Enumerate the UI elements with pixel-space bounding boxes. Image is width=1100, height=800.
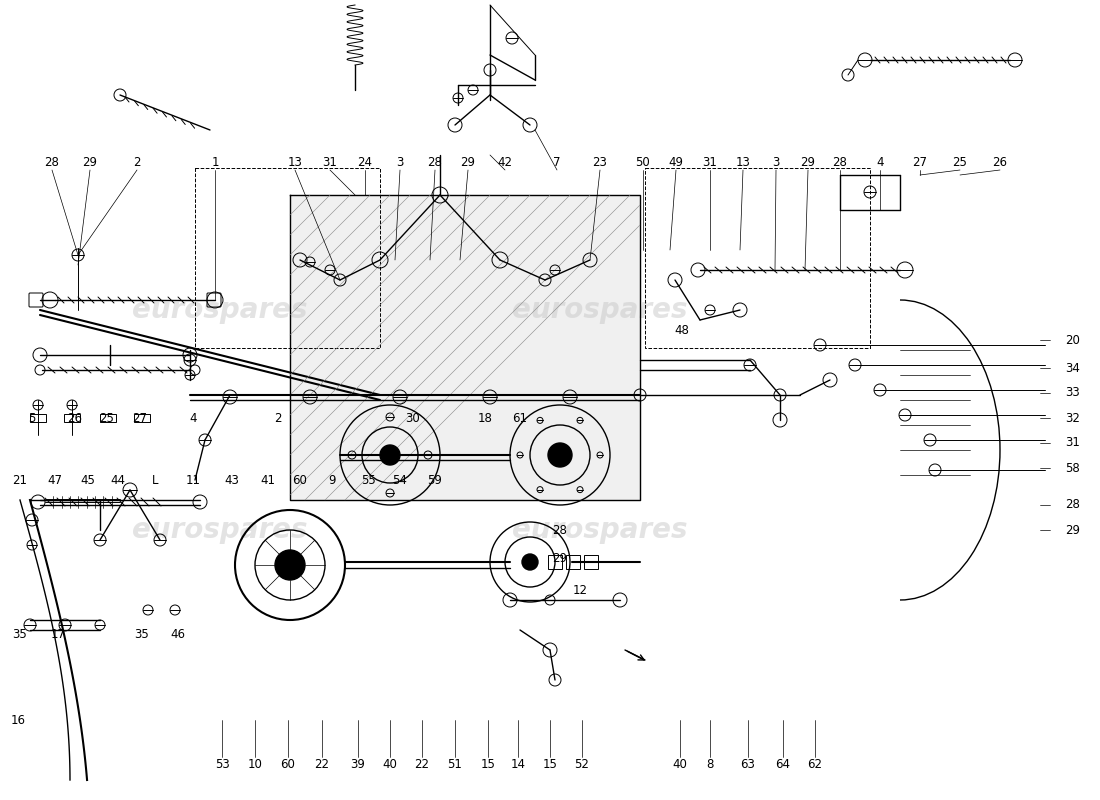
Text: 28: 28 — [428, 155, 442, 169]
Text: 4: 4 — [189, 411, 197, 425]
Text: 2: 2 — [133, 155, 141, 169]
Text: 12: 12 — [572, 583, 587, 597]
Text: 15: 15 — [481, 758, 495, 771]
Text: 41: 41 — [261, 474, 275, 486]
Text: 9: 9 — [328, 474, 336, 486]
Text: 25: 25 — [100, 411, 114, 425]
Text: 10: 10 — [248, 758, 263, 771]
Bar — [134, 414, 150, 422]
Text: 24: 24 — [358, 155, 373, 169]
Text: 59: 59 — [428, 474, 442, 486]
Text: 20: 20 — [1065, 334, 1080, 346]
Text: 31: 31 — [703, 155, 717, 169]
Text: 27: 27 — [132, 411, 147, 425]
Text: 35: 35 — [12, 629, 28, 642]
Text: 29: 29 — [552, 551, 568, 565]
Text: 44: 44 — [110, 474, 125, 486]
Circle shape — [379, 445, 400, 465]
Text: 64: 64 — [776, 758, 791, 771]
Text: 28: 28 — [45, 155, 59, 169]
Text: 15: 15 — [542, 758, 558, 771]
Text: 5: 5 — [29, 411, 35, 425]
Circle shape — [522, 554, 538, 570]
Text: 39: 39 — [351, 758, 365, 771]
Text: 47: 47 — [47, 474, 63, 486]
Text: 26: 26 — [992, 155, 1008, 169]
Bar — [195, 168, 380, 348]
Text: 45: 45 — [80, 474, 96, 486]
Text: 13: 13 — [736, 155, 750, 169]
Text: 26: 26 — [67, 411, 82, 425]
Text: 14: 14 — [510, 758, 526, 771]
Text: 42: 42 — [497, 155, 513, 169]
Text: 2: 2 — [274, 411, 282, 425]
Text: 60: 60 — [293, 474, 307, 486]
Text: 34: 34 — [1065, 362, 1080, 374]
Text: 22: 22 — [415, 758, 429, 771]
Text: 51: 51 — [448, 758, 462, 771]
Text: eurospares: eurospares — [132, 296, 308, 324]
Circle shape — [275, 550, 305, 580]
Text: 29: 29 — [461, 155, 475, 169]
Text: L: L — [152, 474, 158, 486]
Text: 28: 28 — [552, 523, 568, 537]
Text: 43: 43 — [224, 474, 240, 486]
Text: 33: 33 — [1065, 386, 1080, 399]
Text: 3: 3 — [772, 155, 780, 169]
Text: 54: 54 — [393, 474, 407, 486]
Text: 13: 13 — [287, 155, 303, 169]
Text: 29: 29 — [82, 155, 98, 169]
Text: 31: 31 — [322, 155, 338, 169]
Bar — [30, 414, 46, 422]
Text: 40: 40 — [383, 758, 397, 771]
Text: 63: 63 — [740, 758, 756, 771]
Bar — [645, 168, 870, 348]
Text: 30: 30 — [406, 411, 420, 425]
Text: 48: 48 — [674, 323, 690, 337]
Text: 52: 52 — [574, 758, 590, 771]
Text: 29: 29 — [1065, 523, 1080, 537]
Text: eurospares: eurospares — [513, 516, 688, 544]
Text: 21: 21 — [12, 474, 28, 486]
Text: 49: 49 — [669, 155, 683, 169]
Text: 25: 25 — [953, 155, 967, 169]
Polygon shape — [290, 195, 640, 500]
Text: 55: 55 — [361, 474, 375, 486]
Text: 40: 40 — [672, 758, 688, 771]
Text: 23: 23 — [593, 155, 607, 169]
Text: 1: 1 — [211, 155, 219, 169]
Bar — [64, 414, 80, 422]
Text: 32: 32 — [1065, 411, 1080, 425]
Bar — [100, 414, 116, 422]
Text: 27: 27 — [913, 155, 927, 169]
Text: 7: 7 — [553, 155, 561, 169]
Text: 35: 35 — [134, 629, 150, 642]
Text: 22: 22 — [315, 758, 330, 771]
Text: 8: 8 — [706, 758, 714, 771]
Text: 11: 11 — [186, 474, 200, 486]
Text: 28: 28 — [833, 155, 847, 169]
Text: eurospares: eurospares — [132, 516, 308, 544]
Text: 18: 18 — [477, 411, 493, 425]
Text: 60: 60 — [280, 758, 296, 771]
Bar — [548, 555, 562, 569]
Text: 61: 61 — [513, 411, 528, 425]
Text: 46: 46 — [170, 629, 186, 642]
Text: 50: 50 — [636, 155, 650, 169]
Text: 17: 17 — [51, 629, 66, 642]
Bar — [566, 555, 580, 569]
Text: 31: 31 — [1065, 437, 1080, 450]
Text: 29: 29 — [801, 155, 815, 169]
Bar — [584, 555, 598, 569]
Circle shape — [548, 443, 572, 467]
Text: 28: 28 — [1065, 498, 1080, 511]
Text: eurospares: eurospares — [513, 296, 688, 324]
Text: 53: 53 — [214, 758, 230, 771]
Text: 3: 3 — [396, 155, 404, 169]
Text: 58: 58 — [1065, 462, 1080, 474]
Text: 62: 62 — [807, 758, 823, 771]
Text: 4: 4 — [877, 155, 883, 169]
Text: 16: 16 — [11, 714, 25, 726]
